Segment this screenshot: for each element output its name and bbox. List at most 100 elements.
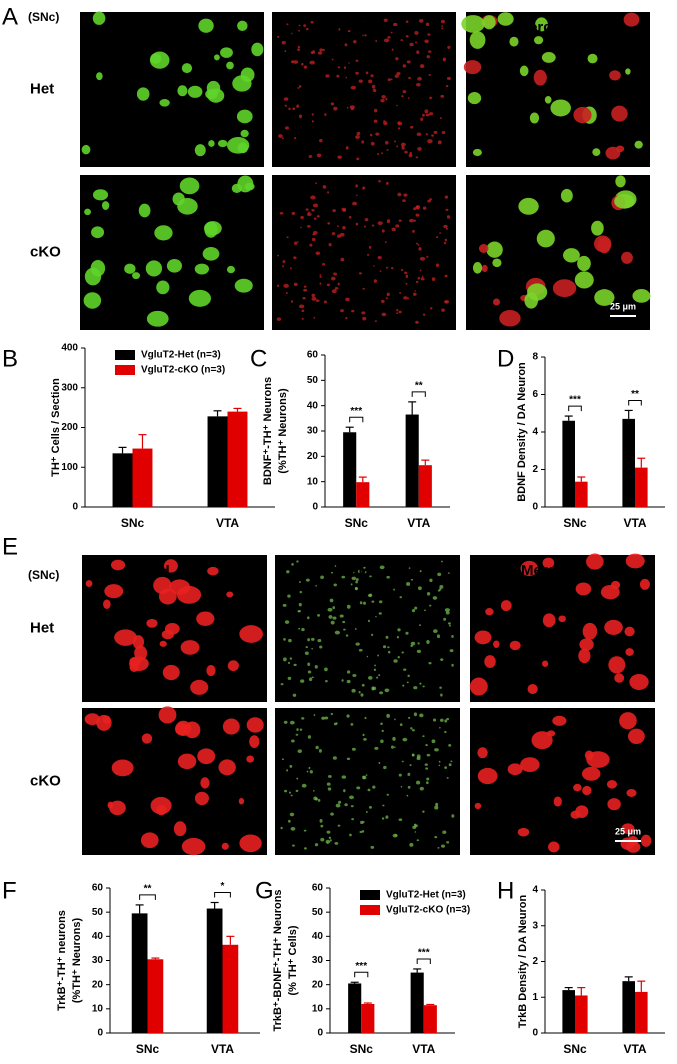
cell xyxy=(319,273,322,276)
cell xyxy=(403,296,408,300)
cell xyxy=(604,619,623,635)
cell xyxy=(283,657,287,662)
cell xyxy=(416,83,421,87)
cell xyxy=(330,812,334,816)
cell xyxy=(283,720,288,724)
cell xyxy=(639,578,650,590)
cell xyxy=(328,243,332,247)
cell xyxy=(381,94,386,99)
cell xyxy=(437,572,442,577)
cell xyxy=(313,316,316,319)
significance-bracket xyxy=(214,892,231,898)
cell xyxy=(301,783,307,788)
error-bar xyxy=(624,409,633,419)
cell xyxy=(337,225,339,228)
cell xyxy=(407,674,410,678)
cell xyxy=(413,219,416,222)
column-title: Merged xyxy=(517,19,570,36)
cell xyxy=(301,309,305,313)
bar xyxy=(207,416,228,507)
cell xyxy=(329,839,332,842)
cell xyxy=(411,753,415,757)
y-tick-label: 4 xyxy=(532,427,538,438)
cell xyxy=(339,232,345,237)
cell xyxy=(378,180,381,183)
cell xyxy=(286,23,289,26)
cell xyxy=(578,648,591,664)
cell xyxy=(351,576,357,581)
cell xyxy=(349,105,355,109)
cell xyxy=(355,580,358,584)
cell xyxy=(288,107,291,111)
cell xyxy=(194,263,210,275)
cell xyxy=(284,620,290,624)
cell xyxy=(414,831,416,833)
cell xyxy=(379,565,385,570)
cell xyxy=(486,241,503,258)
column-title: TH xyxy=(150,562,170,579)
cell xyxy=(290,826,296,831)
cell xyxy=(345,316,348,320)
cell xyxy=(390,745,394,749)
y-tick-label: 300 xyxy=(61,382,78,393)
cell xyxy=(374,746,379,750)
legend-label: VgluT2-Het (n=3) xyxy=(386,890,466,901)
cell xyxy=(362,733,365,737)
cell xyxy=(418,624,422,627)
cell xyxy=(194,791,209,806)
cell xyxy=(529,112,540,124)
significance-label: ** xyxy=(144,884,152,895)
cell xyxy=(310,20,314,24)
cell xyxy=(509,640,521,651)
cell xyxy=(374,664,376,667)
significance-label: *** xyxy=(350,406,362,417)
y-tick-label: 40 xyxy=(92,931,104,942)
cell xyxy=(573,783,582,792)
cell xyxy=(415,242,419,245)
cell xyxy=(346,714,350,718)
y-axis-label: (% TH⁺ Cells) xyxy=(287,925,299,995)
cell xyxy=(313,796,318,801)
cell xyxy=(422,685,425,688)
cell xyxy=(281,137,284,140)
cell xyxy=(84,208,92,216)
cell xyxy=(156,804,167,816)
y-tick-label: 20 xyxy=(92,979,104,990)
cell xyxy=(220,47,233,58)
cell xyxy=(343,628,346,631)
cell xyxy=(303,829,307,832)
cell xyxy=(350,805,354,808)
cell xyxy=(310,51,314,54)
cell xyxy=(355,71,359,75)
cell xyxy=(145,260,163,277)
cells xyxy=(84,706,264,856)
cell xyxy=(332,756,337,760)
panel-letter: C xyxy=(250,345,267,372)
cell xyxy=(560,188,573,203)
cell xyxy=(433,130,438,134)
cell xyxy=(400,39,404,42)
cell xyxy=(319,282,322,285)
cell xyxy=(363,566,366,569)
y-tick-label: 2 xyxy=(532,464,538,475)
cell xyxy=(309,770,313,774)
error-bar xyxy=(350,981,359,984)
cell xyxy=(440,718,444,722)
cell xyxy=(326,842,329,844)
cell xyxy=(541,660,549,667)
cell xyxy=(353,40,357,44)
cell xyxy=(428,73,431,77)
error-bar xyxy=(421,459,430,466)
cell xyxy=(280,683,284,686)
cell xyxy=(449,624,451,627)
cell xyxy=(342,620,346,624)
cell xyxy=(289,764,293,768)
cell xyxy=(334,630,340,635)
cell xyxy=(162,664,180,681)
cell xyxy=(351,688,356,693)
cell xyxy=(520,560,538,576)
cell xyxy=(448,743,452,747)
cell xyxy=(401,95,404,98)
y-axis-label: BDNF Density / DA Neuron xyxy=(516,362,528,502)
cell xyxy=(138,203,151,218)
